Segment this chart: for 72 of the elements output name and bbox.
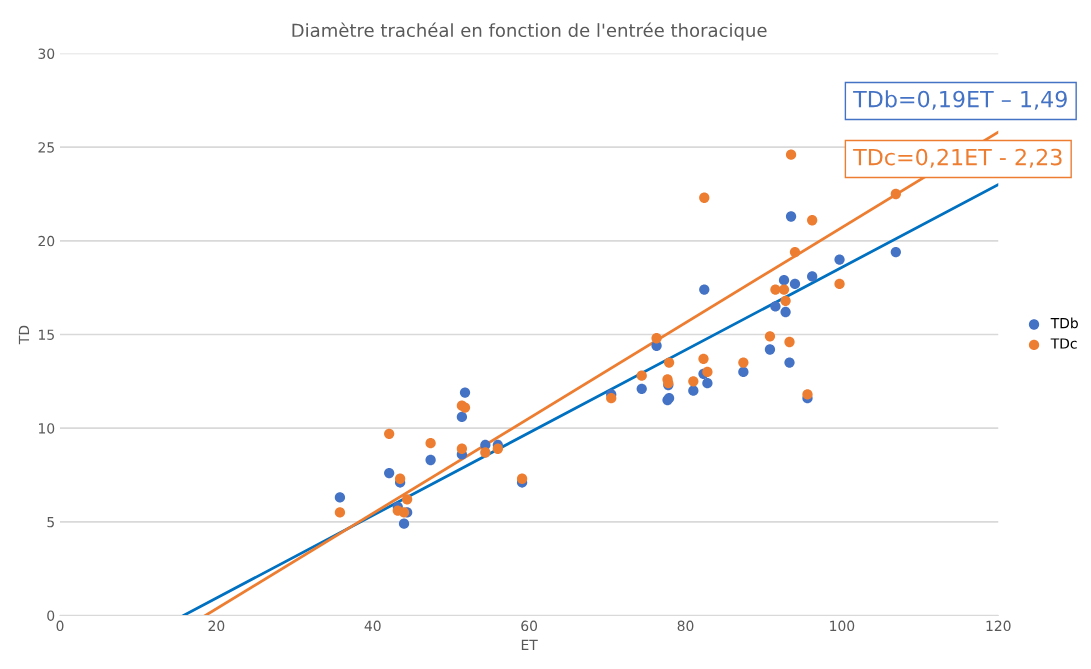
point (702, 378, 713, 389)
x-tick-label: 120 (986, 620, 1011, 632)
point (688, 385, 699, 396)
point (785, 149, 797, 160)
point (789, 246, 801, 258)
point (456, 411, 468, 423)
y-tick-label: 5 (47, 516, 54, 528)
point (459, 387, 471, 398)
point (789, 278, 801, 290)
point (807, 215, 818, 226)
y-tick-label: 10 (39, 423, 55, 434)
point (334, 507, 346, 518)
point (702, 366, 713, 378)
point (688, 376, 699, 387)
point (764, 344, 776, 355)
annotation: TDc=0,21ET - 2,23 (853, 148, 1062, 168)
point (384, 428, 395, 439)
point (699, 284, 710, 295)
point (402, 494, 413, 505)
point (778, 275, 790, 286)
point (807, 271, 818, 282)
annotation: TDb=0,19ET – 1,49 (853, 90, 1067, 110)
point (398, 507, 410, 518)
y-tick-label: 20 (38, 235, 55, 247)
x-tick-label: 100 (830, 620, 855, 632)
point (398, 518, 410, 529)
point (425, 438, 436, 449)
chart-title: Diamètre trachéal en fonction de l'entrée thoracique (292, 22, 767, 41)
point (784, 357, 795, 368)
point (636, 370, 647, 381)
point (780, 306, 791, 318)
point (770, 301, 781, 312)
point (456, 443, 468, 454)
point (334, 492, 346, 503)
x-tick-label: 20 (208, 620, 225, 632)
point (699, 192, 710, 203)
legend-label: TDc (1050, 338, 1077, 349)
point (785, 211, 797, 222)
point (738, 357, 749, 368)
y-tick-label: 30 (38, 48, 55, 59)
x-tick-label: 80 (677, 620, 694, 632)
x-tick-label: 40 (364, 620, 381, 632)
point (492, 443, 504, 454)
point (480, 447, 491, 458)
point (425, 454, 436, 466)
point (834, 254, 845, 265)
point (651, 333, 662, 344)
point (778, 284, 790, 295)
x-tick-label: 60 (521, 620, 538, 632)
x-axis-title: ET (521, 639, 538, 650)
point (636, 383, 647, 394)
point (384, 467, 395, 479)
x-tick-label: 0 (56, 620, 64, 632)
point (780, 295, 791, 306)
point (890, 188, 901, 200)
point (663, 357, 675, 368)
legend-label: TDb (1050, 317, 1078, 329)
point (770, 284, 781, 295)
y-tick-label: 25 (38, 142, 54, 153)
point (890, 246, 901, 258)
point (698, 353, 709, 364)
y-axis-title: TD (18, 325, 30, 345)
point (394, 473, 406, 484)
point (784, 336, 795, 348)
point (834, 278, 845, 290)
point (764, 331, 776, 342)
point (802, 389, 813, 400)
point (516, 473, 528, 484)
y-tick-label: 15 (39, 329, 54, 340)
point (606, 393, 617, 404)
y-tick-label: 0 (47, 610, 55, 621)
point (738, 366, 749, 378)
